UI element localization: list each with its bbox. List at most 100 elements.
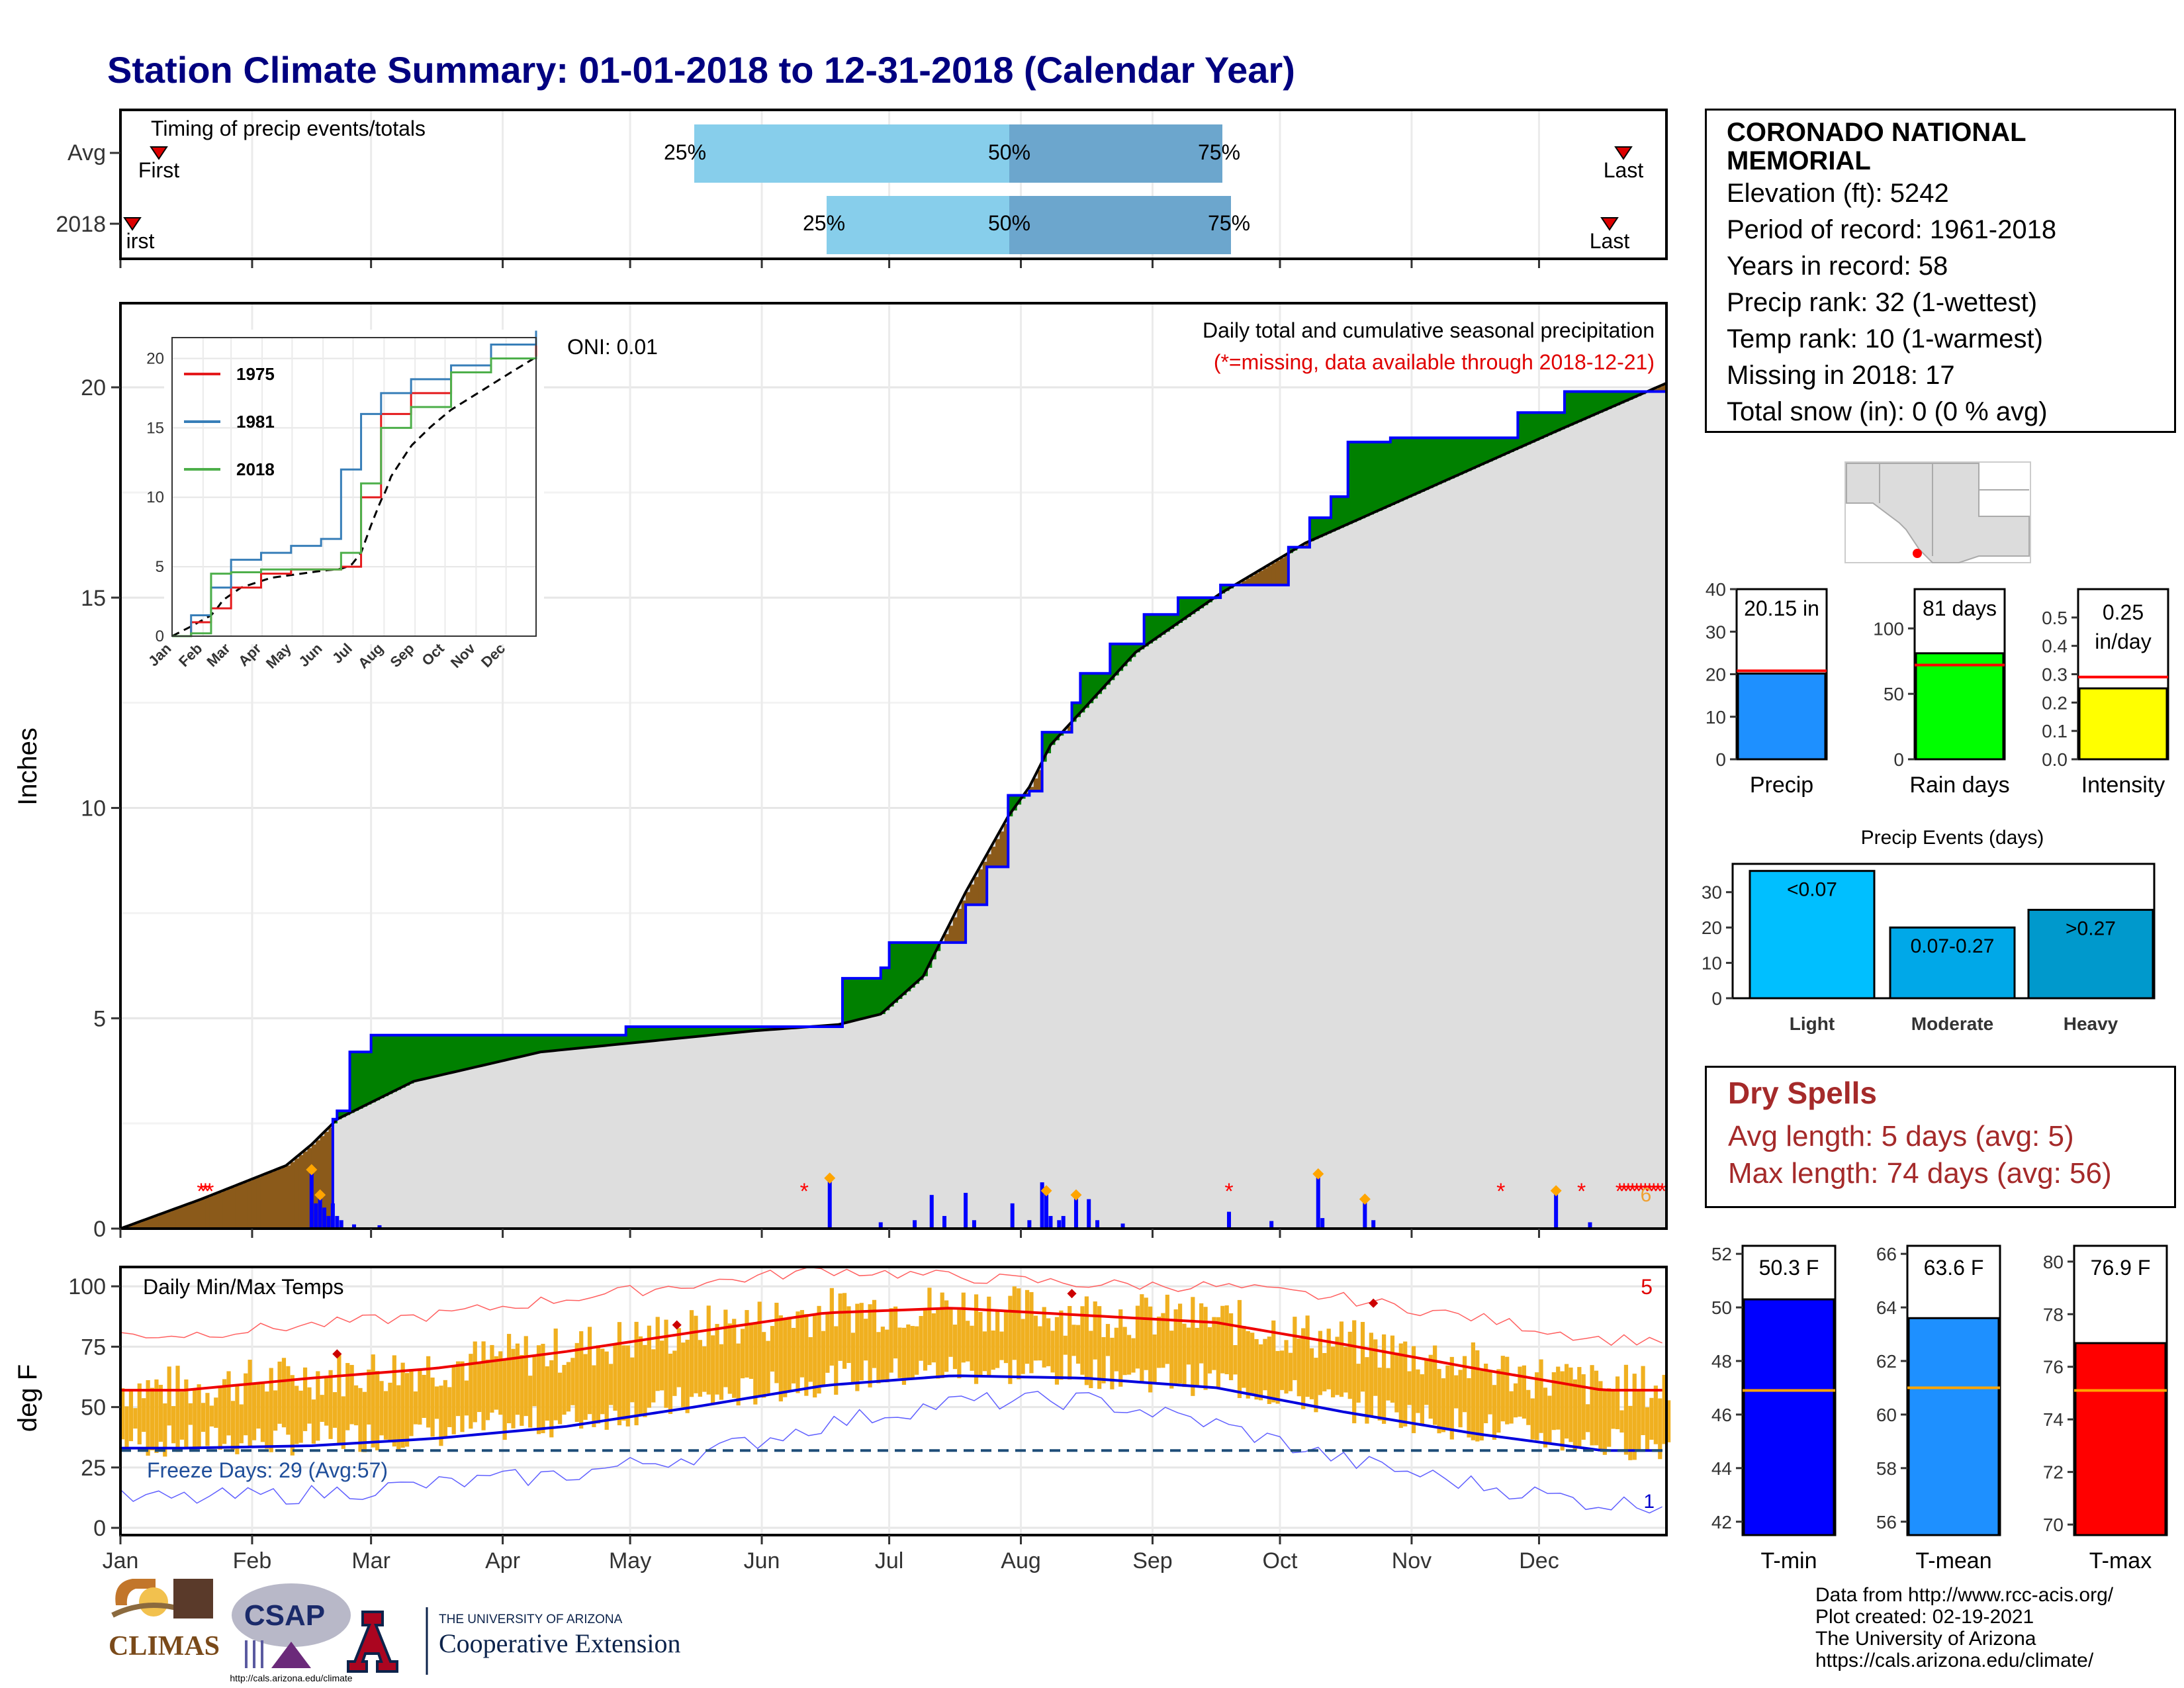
record-high-marker-2 [1067,1289,1077,1299]
daily-temp-range-bar [668,1353,673,1415]
daily-temp-range-bar [558,1372,563,1425]
above-avg-fill [1449,438,1455,479]
above-avg-fill [727,1026,733,1034]
above-avg-fill [1577,391,1582,422]
above-avg-fill [1369,442,1374,515]
above-avg-fill [1518,412,1523,449]
daily-temp-range-bar [868,1304,872,1387]
below-avg-fill [158,1214,163,1229]
above-avg-fill [1165,614,1170,632]
timing-avg-p25: 25% [664,140,706,164]
above-avg-fill [1347,442,1353,524]
daily-temp-range-bar [1258,1344,1263,1401]
above-avg-fill [621,1035,627,1045]
daily-temp-range-bar [1560,1371,1565,1451]
above-avg-fill [1339,496,1344,528]
daily-temp-range-bar [609,1364,614,1405]
daily-temp-range-bar [1467,1378,1471,1438]
daily-temp-range-bar [128,1390,134,1442]
daily-temp-range-bar [1140,1294,1144,1382]
timing-row-avg: Avg [68,140,106,165]
above-avg-fill [749,1026,754,1031]
temp-bar-value [1907,1317,2000,1536]
daily-temp-range-bar [876,1332,881,1383]
daily-temp-range-bar [625,1345,630,1427]
below-avg-fill [1068,726,1073,733]
record-min-line [120,1391,1662,1514]
daily-precip-bar [964,1192,968,1229]
daily-temp-range-bar [1008,1295,1013,1384]
timing-avg-last-marker [1614,146,1633,160]
daily-temp-range-bar [1458,1370,1463,1428]
below-avg-fill [999,831,1005,867]
below-avg-fill [1033,778,1038,792]
missing-day-marker: * [1619,1179,1628,1204]
daily-temp-range-bar [298,1390,303,1443]
above-avg-fill [1403,438,1408,500]
above-avg-fill [494,1035,499,1063]
daily-temp-range-bar [269,1368,273,1452]
daily-temp-range-bar [1075,1325,1081,1364]
above-avg-fill [430,1035,435,1078]
daily-temp-range-bar [617,1322,622,1426]
daily-temp-range-bar [553,1328,558,1421]
climas-logo-text: CLIMAS [109,1631,220,1662]
below-avg-fill [298,1154,304,1229]
temp-series [120,1266,1671,1514]
daily-temp-range-bar [600,1348,605,1415]
daily-temp-range-bar [1598,1381,1603,1452]
daily-temp-range-bar [286,1366,291,1435]
missing-day-marker: * [1615,1179,1624,1204]
below-avg-fill [1029,786,1034,792]
avg-min-line [120,1374,1662,1452]
daily-temp-range-bar [910,1326,915,1378]
above-avg-fill [745,1026,750,1032]
daily-temp-range-bar [587,1327,592,1415]
above-avg-fill [1382,442,1387,509]
daily-temp-range-bar [583,1354,588,1420]
daily-temp-range-bar [1662,1374,1666,1444]
daily-temp-range-bar [371,1354,375,1448]
daily-temp-range-bar [880,1327,885,1381]
footer-university: The University of Arizona [1815,1628,2036,1650]
below-avg-fill [265,1174,270,1229]
climas-logo-mark [115,1579,156,1605]
inset-legend-1975: 1975 [236,364,275,384]
above-avg-fill [400,1035,406,1088]
daily-temp-range-bar [681,1342,686,1407]
precip-event-marker [1070,1189,1082,1201]
daily-temp-range-bar [774,1303,779,1383]
below-avg-fill [974,876,979,905]
timing-avg-p50: 50% [988,140,1030,164]
above-avg-fill [660,1026,665,1041]
precip-ytick-label-20: 20 [81,375,106,400]
above-avg-fill [723,1026,729,1034]
missing-day-marker: * [1632,1179,1641,1204]
above-avg-fill [392,1035,397,1092]
freeze-days-label: Freeze Days: 29 (Avg:57) [147,1458,388,1482]
above-avg-fill [923,942,928,976]
above-avg-fill [762,1026,767,1031]
daily-temp-range-bar [613,1344,617,1411]
daily-temp-range-bar [753,1323,758,1405]
footer-url: https://cals.arizona.edu/climate/ [1815,1650,2094,1671]
station-years: Years in record: 58 [1727,252,1948,281]
precip-event-marker [1312,1168,1324,1180]
daily-temp-range-bar [1445,1365,1450,1430]
daily-temp-range-bar [1484,1364,1488,1424]
above-avg-fill [485,1035,490,1065]
below-avg-fill [1258,571,1263,585]
above-avg-fill [1101,673,1107,690]
avg-max-line [120,1307,1662,1392]
daily-temp-range-bar [1012,1286,1017,1360]
below-avg-fill [256,1177,261,1229]
below-avg-fill [218,1192,223,1229]
ua-logo: THE UNIVERSITY OF ARIZONA Cooperative Ex… [347,1607,680,1675]
daily-temp-range-bar [235,1385,240,1454]
daily-temp-range-bar [311,1399,316,1444]
above-avg-fill [850,978,856,1022]
above-avg-fill [1177,597,1183,623]
daily-temp-range-bar [244,1373,248,1436]
daily-temp-range-bar [834,1326,839,1395]
